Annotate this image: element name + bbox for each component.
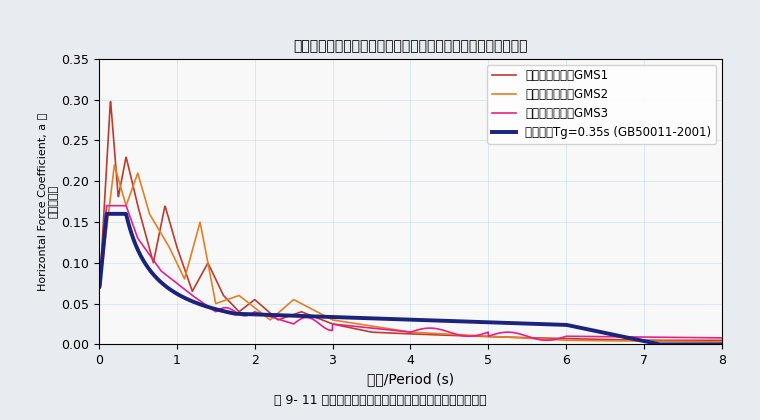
- 多遇地震Tg=0.35s (GB50011-2001): [700, 342, 709, 347]
- 天然波（小震）GMS2: [126, 189, 135, 194]
- 人工波（小震）GMS3: [542, 338, 551, 343]
- 天然波（小震）GMS2: [717, 339, 727, 344]
- 天然波（小震）GMS1: [700, 338, 709, 343]
- 多遇地震Tg=0.35s (GB50011-2001): [102, 211, 111, 216]
- 多遇地震Tg=0.35s (GB50011-2001): [126, 229, 135, 234]
- 多遇地震Tg=0.35s (GB50011-2001): [655, 342, 664, 347]
- 人工波（小震）GMS3: [102, 203, 111, 208]
- 多遇地震Tg=0.35s (GB50011-2001): [585, 327, 594, 332]
- 天然波（小震）GMS2: [585, 338, 594, 343]
- 人工波（小震）GMS3: [700, 335, 709, 340]
- 人工波（小震）GMS3: [126, 217, 135, 222]
- 天然波（小震）GMS2: [94, 285, 103, 290]
- 天然波（小震）GMS2: [699, 339, 708, 344]
- 人工波（小震）GMS3: [381, 327, 390, 332]
- 天然波（小震）GMS2: [700, 339, 709, 344]
- Line: 人工波（小震）GMS3: 人工波（小震）GMS3: [99, 206, 722, 340]
- Text: 图 9- 11 小震时程所对应地震影响系数曲线与中国规范对比: 图 9- 11 小震时程所对应地震影响系数曲线与中国规范对比: [274, 394, 486, 407]
- 天然波（小震）GMS1: [700, 338, 709, 343]
- 人工波（小震）GMS3: [717, 335, 727, 340]
- 天然波（小震）GMS2: [110, 163, 119, 168]
- 天然波（小震）GMS1: [585, 336, 594, 341]
- 人工波（小震）GMS3: [585, 334, 594, 339]
- 多遇地震Tg=0.35s (GB50011-2001): [381, 316, 390, 321]
- Line: 天然波（小震）GMS2: 天然波（小震）GMS2: [99, 165, 722, 342]
- 多遇地震Tg=0.35s (GB50011-2001): [700, 342, 709, 347]
- 多遇地震Tg=0.35s (GB50011-2001): [397, 317, 407, 322]
- 天然波（小震）GMS2: [397, 328, 407, 333]
- Line: 天然波（小震）GMS1: 天然波（小震）GMS1: [99, 102, 722, 340]
- 天然波（小震）GMS1: [381, 330, 390, 335]
- Legend: 天然波（小震）GMS1, 天然波（小震）GMS2, 人工波（小震）GMS3, 多遇地震Tg=0.35s (GB50011-2001): 天然波（小震）GMS1, 天然波（小震）GMS2, 人工波（小震）GMS3, 多…: [487, 65, 716, 144]
- 人工波（小震）GMS3: [94, 285, 103, 290]
- 天然波（小震）GMS1: [652, 338, 661, 343]
- X-axis label: 周期/Period (s): 周期/Period (s): [367, 373, 454, 387]
- 天然波（小震）GMS1: [717, 338, 727, 343]
- Line: 多遇地震Tg=0.35s (GB50011-2001): 多遇地震Tg=0.35s (GB50011-2001): [99, 214, 722, 344]
- 人工波（小震）GMS3: [700, 335, 709, 340]
- 天然波（小震）GMS1: [106, 99, 116, 104]
- Y-axis label: Horizontal Force Coefficient, a 地
震影响系数: Horizontal Force Coefficient, a 地 震影响系数: [36, 113, 59, 291]
- 天然波（小震）GMS1: [397, 331, 407, 336]
- 天然波（小震）GMS1: [126, 174, 135, 179]
- 天然波（小震）GMS2: [381, 326, 390, 331]
- Title: 地震波时程地震影响系数曲线与中国规范及安评报告反应谱对比: 地震波时程地震影响系数曲线与中国规范及安评报告反应谱对比: [293, 39, 527, 53]
- 多遇地震Tg=0.35s (GB50011-2001): [717, 342, 727, 347]
- 人工波（小震）GMS3: [397, 329, 407, 334]
- 天然波（小震）GMS1: [94, 285, 103, 290]
- 多遇地震Tg=0.35s (GB50011-2001): [94, 285, 103, 290]
